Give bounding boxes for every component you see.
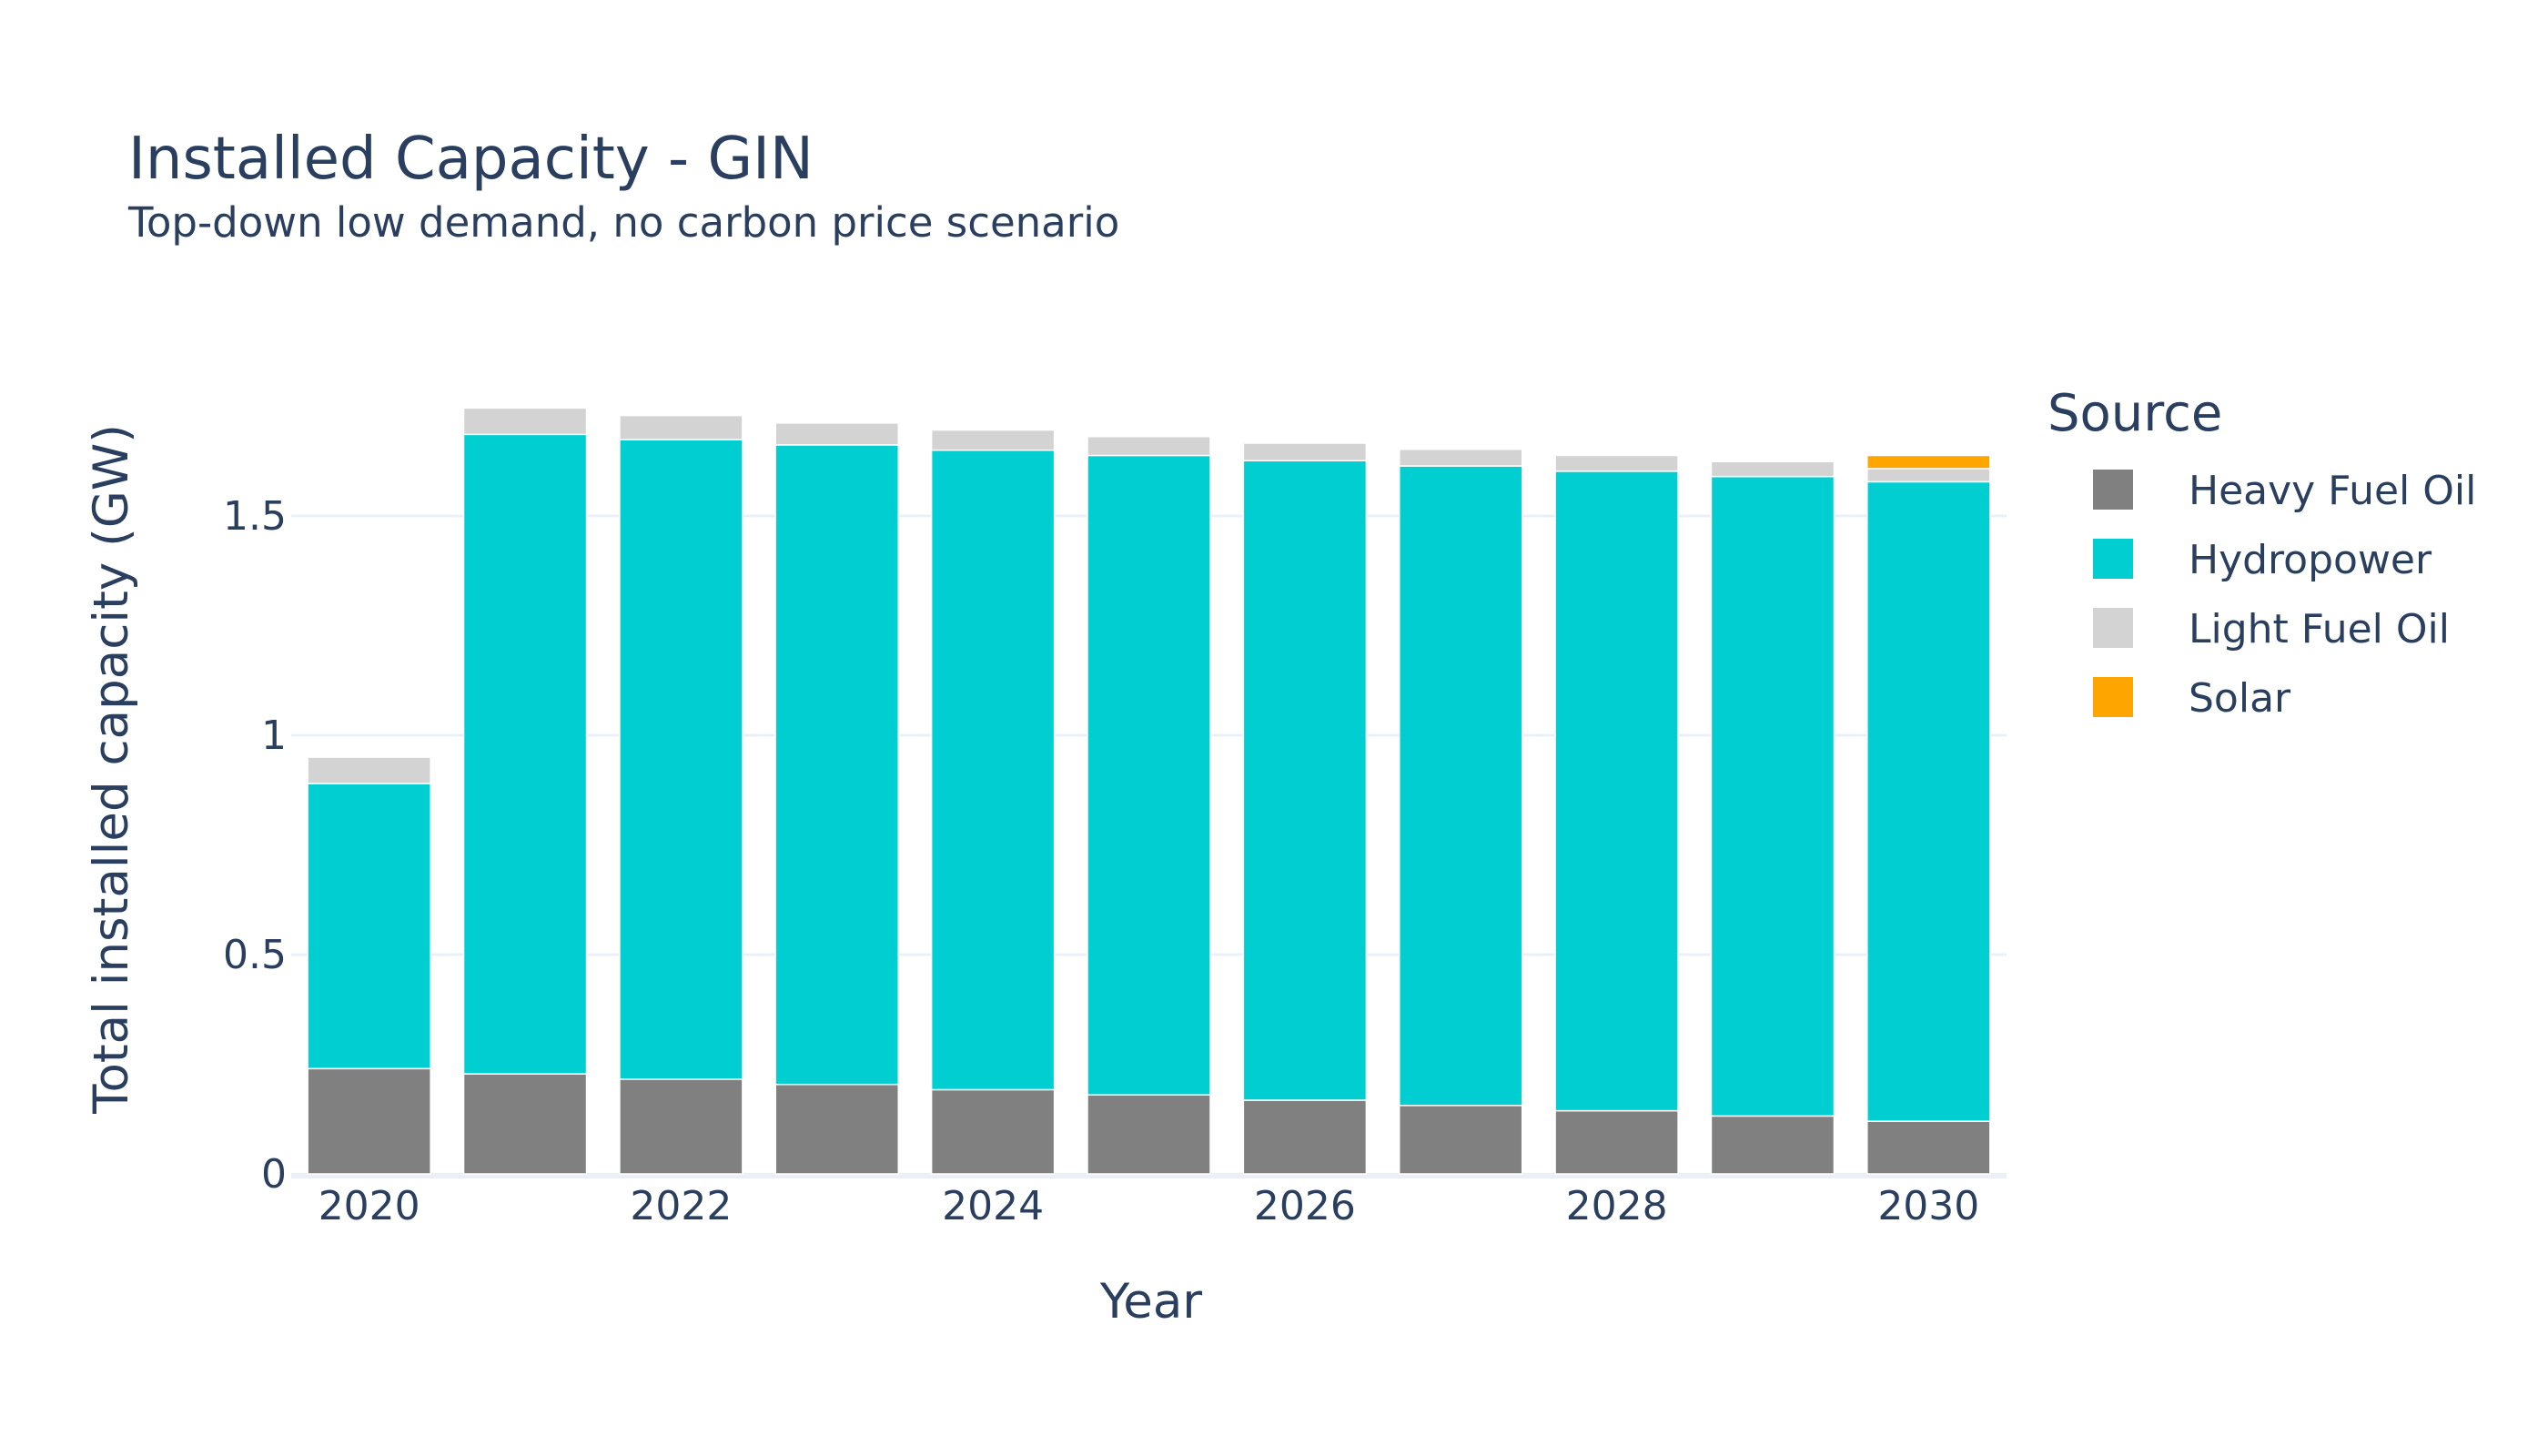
bar-segment — [1866, 480, 1991, 1122]
legend-swatch — [2093, 470, 2133, 510]
bar-segment — [1087, 436, 1211, 457]
legend-swatch — [2093, 677, 2133, 717]
bar-segment — [462, 407, 588, 436]
bar-segment — [1866, 468, 1991, 483]
bar-segment — [1710, 460, 1835, 478]
x-axis-title: Year — [1099, 1274, 1202, 1330]
legend: Heavy Fuel Oil Hydropower Light Fuel Oil So… — [2093, 468, 2476, 722]
x-axis-ticks: 2020 2022 2024 2026 2028 2030 — [318, 1183, 1980, 1229]
bar-segment — [307, 756, 431, 784]
y-tick-label: 1 — [261, 713, 287, 759]
legend-item-label: Solar — [2189, 675, 2291, 722]
bar-segment — [1866, 1120, 1991, 1175]
bar-segment — [930, 429, 1056, 451]
bar-segment — [307, 783, 431, 1070]
bar-segment — [1554, 470, 1679, 1112]
bar-segment — [307, 1067, 431, 1175]
bar-segment — [619, 439, 743, 1080]
x-tick-label: 2030 — [1877, 1183, 1979, 1229]
bar-segment — [619, 1078, 743, 1175]
y-tick-label: 0 — [261, 1151, 287, 1198]
bar-segment — [619, 414, 743, 440]
bar-segment — [1866, 454, 1991, 470]
bar-segment — [462, 433, 588, 1075]
bar-segment — [1398, 465, 1523, 1107]
bar-segment — [1710, 1115, 1835, 1175]
chart-subtitle: Top-down low demand, no carbon price sce… — [127, 198, 1119, 247]
legend-swatch — [2093, 608, 2133, 648]
bar-segment — [930, 1088, 1056, 1175]
legend-item-label: Heavy Fuel Oil — [2189, 468, 2476, 514]
y-tick-label: 1.5 — [223, 493, 287, 540]
legend-item-label: Hydropower — [2189, 537, 2432, 583]
y-axis-ticks: 0 0.5 1 1.5 — [223, 493, 287, 1198]
y-tick-label: 0.5 — [223, 932, 287, 978]
bar-segment — [1087, 454, 1211, 1096]
bar-segment — [462, 1073, 588, 1175]
y-axis-title: Total installed capacity (GW) — [84, 424, 139, 1115]
bar-segment — [1554, 454, 1679, 472]
bar-segment — [1554, 1109, 1679, 1175]
x-tick-label: 2026 — [1254, 1183, 1356, 1229]
bar-segment — [1242, 460, 1368, 1101]
x-tick-label: 2020 — [318, 1183, 420, 1229]
x-tick-label: 2022 — [630, 1183, 732, 1229]
legend-swatch — [2093, 539, 2133, 579]
bar-segment — [1242, 1099, 1368, 1175]
bar-segment — [774, 444, 900, 1086]
bar-segment — [930, 449, 1056, 1091]
legend-title: Source — [2048, 384, 2222, 443]
bar-segment — [1710, 475, 1835, 1117]
x-tick-label: 2028 — [1566, 1183, 1668, 1229]
bar-segment — [1398, 448, 1523, 467]
bar-segment — [1242, 442, 1368, 462]
bars — [307, 407, 1991, 1175]
bar-segment — [774, 1083, 900, 1175]
chart-title: Installed Capacity - GIN — [128, 126, 814, 193]
bar-segment — [1087, 1094, 1211, 1175]
bar-segment — [774, 422, 900, 446]
legend-item-label: Light Fuel Oil — [2189, 606, 2450, 652]
bar-segment — [1398, 1105, 1523, 1175]
x-tick-label: 2024 — [942, 1183, 1044, 1229]
